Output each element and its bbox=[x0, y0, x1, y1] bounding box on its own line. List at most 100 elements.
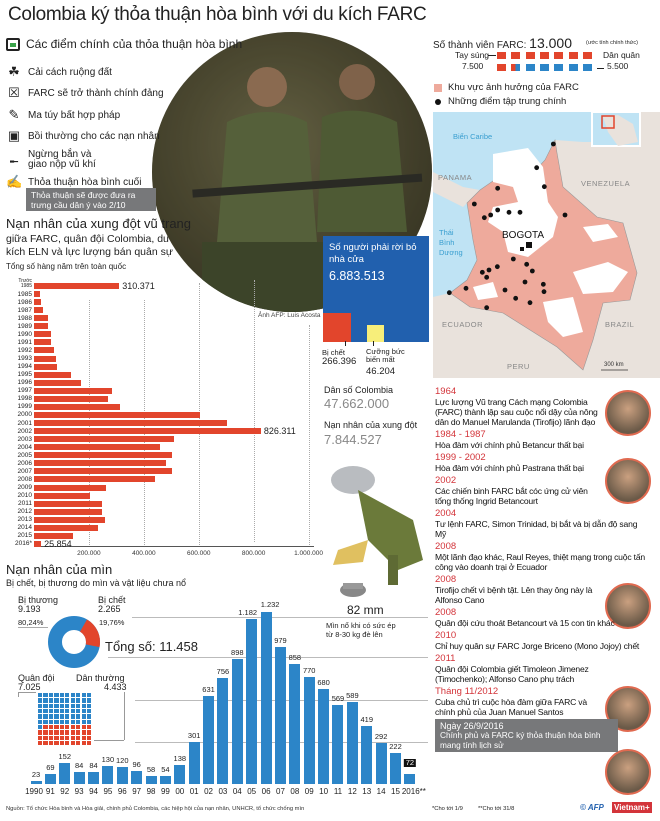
timeline-entry: 2008 Một lãnh đạo khác, Raul Reyes, thiệt… bbox=[435, 541, 650, 572]
bar bbox=[159, 776, 171, 784]
bar bbox=[174, 764, 186, 784]
key-point-item: ☘ Cải cách ruộng đất bbox=[6, 64, 112, 80]
member-square bbox=[582, 64, 592, 71]
waffle-cell bbox=[87, 730, 92, 735]
page-title: Colombia ký thỏa thuận hòa bình với du k… bbox=[8, 4, 427, 25]
portrait-photo bbox=[605, 458, 651, 504]
waffle-cell bbox=[43, 709, 48, 714]
deminer-illustration bbox=[331, 466, 423, 597]
mines-subtitle: Bị chết, bị thương do mìn và vật liệu ch… bbox=[6, 578, 187, 588]
waffle-cell bbox=[87, 719, 92, 724]
waffle-cell bbox=[38, 735, 43, 740]
bar bbox=[34, 347, 55, 354]
x-tick-label: 99 bbox=[160, 787, 170, 796]
concentration-point bbox=[527, 300, 533, 306]
waffle-cell bbox=[81, 703, 86, 708]
x-tick-label: 03 bbox=[218, 787, 228, 796]
bar bbox=[73, 772, 85, 784]
timeline-entry: 2008 Quân đội cứu thoát Betancourt và 15 … bbox=[435, 607, 650, 628]
waffle-cell bbox=[48, 703, 54, 708]
category-label: 1994 bbox=[17, 363, 32, 371]
waffle-cell bbox=[76, 735, 81, 740]
waffle-cell bbox=[87, 698, 92, 703]
key-point-label: Thỏa thuận hòa bình cuối bbox=[28, 176, 142, 188]
data-label: 84 bbox=[89, 761, 98, 771]
waffle-cell bbox=[48, 730, 54, 735]
data-label: 631 bbox=[202, 684, 215, 694]
concentration-point bbox=[446, 290, 452, 296]
bar bbox=[390, 753, 401, 784]
timeline-text: Hòa đàm với chính phủ Pastrana thất bại bbox=[435, 463, 584, 473]
timeline-entry: Tháng 11/2012 Cuba chủ trì cuộc hòa đàm g… bbox=[435, 686, 603, 717]
waffle-cell bbox=[81, 719, 86, 724]
waffle-cell bbox=[43, 714, 48, 719]
plant-hand-icon: ☘ bbox=[8, 64, 20, 79]
category-label: 1989 bbox=[17, 322, 32, 330]
x-tick-label: 10 bbox=[319, 787, 329, 796]
waffle-cell bbox=[81, 714, 86, 719]
concentration-point bbox=[529, 268, 535, 274]
waffle-cell bbox=[38, 709, 43, 714]
timeline-text: Các chiến binh FARC bắt cóc ứng cử viên … bbox=[435, 486, 588, 506]
category-label: 1987 bbox=[17, 306, 32, 314]
category-label: 2013 bbox=[17, 516, 32, 524]
waffle-cell bbox=[70, 703, 75, 708]
category-label: 2004 bbox=[17, 443, 32, 451]
x-tick-label: 2016** bbox=[401, 787, 426, 796]
x-tick-label: 800.000 bbox=[241, 550, 266, 557]
key-point-label: Ma túy bất hợp pháp bbox=[28, 109, 121, 121]
waffle-cell bbox=[87, 725, 92, 730]
bar bbox=[34, 452, 173, 459]
waffle-cell bbox=[65, 698, 70, 703]
syringe-icon: ✎ bbox=[8, 107, 20, 122]
footnote-1: *Cho tới 1/9 bbox=[432, 806, 463, 812]
key-point-label: Cải cách ruộng đất bbox=[28, 66, 112, 78]
member-square bbox=[554, 64, 564, 71]
conflict-title: Nạn nhân của xung đột vũ trang bbox=[6, 216, 192, 231]
waffle-cell bbox=[65, 709, 70, 714]
waffle-cell bbox=[76, 719, 81, 724]
concentration-point bbox=[479, 269, 485, 275]
waffle-cell bbox=[59, 725, 64, 730]
bar bbox=[34, 291, 41, 298]
waffle-bracket bbox=[124, 692, 125, 740]
waffle-cell bbox=[87, 703, 92, 708]
population-label: Dân số Colombia bbox=[324, 385, 394, 395]
concentration-point bbox=[488, 212, 494, 218]
rifle-icon: ╾ bbox=[10, 154, 18, 169]
category-label: 2007 bbox=[17, 467, 32, 475]
x-tick-label: 15 bbox=[391, 787, 400, 796]
injured-label: Bị thương bbox=[18, 595, 58, 605]
waffle-cell bbox=[81, 725, 86, 730]
x-tick-label: 93 bbox=[74, 787, 84, 796]
bar bbox=[59, 762, 71, 784]
conflict-subtitle-2: kích ELN và lực lượng bán quân sự bbox=[6, 246, 173, 258]
killed-value: 266.396 bbox=[322, 356, 357, 367]
mine-killed-value: 2.265 bbox=[98, 604, 121, 614]
category-label: Trước 1985 bbox=[18, 278, 32, 289]
bar bbox=[34, 371, 71, 378]
soldiers-photo-illustration bbox=[152, 32, 432, 312]
data-label: 69 bbox=[46, 763, 55, 773]
data-label: 589 bbox=[346, 690, 359, 700]
x-axis bbox=[34, 546, 314, 547]
map-label-peru: PERU bbox=[507, 362, 530, 371]
waffle-cell bbox=[38, 698, 43, 703]
mine-size: 82 mm bbox=[347, 603, 384, 617]
waffle-bracket bbox=[94, 740, 124, 741]
bar bbox=[217, 678, 229, 784]
waffle-cell bbox=[54, 735, 59, 740]
timeline-entry: 1984 - 1987 Hòa đàm với chính phủ Betancu… bbox=[435, 429, 650, 450]
category-label: 1997 bbox=[17, 387, 32, 395]
concentration-point bbox=[534, 165, 540, 171]
waffle-cell bbox=[65, 735, 70, 740]
waffle-cell bbox=[76, 714, 81, 719]
bar bbox=[34, 532, 73, 539]
member-square bbox=[539, 64, 549, 71]
bar bbox=[34, 436, 175, 443]
bar bbox=[102, 765, 114, 784]
farc-members-value: 13.000 bbox=[529, 35, 572, 51]
waffle-cell bbox=[87, 735, 92, 740]
military-label: Quân đội bbox=[18, 673, 55, 683]
waffle-cell bbox=[76, 693, 81, 698]
